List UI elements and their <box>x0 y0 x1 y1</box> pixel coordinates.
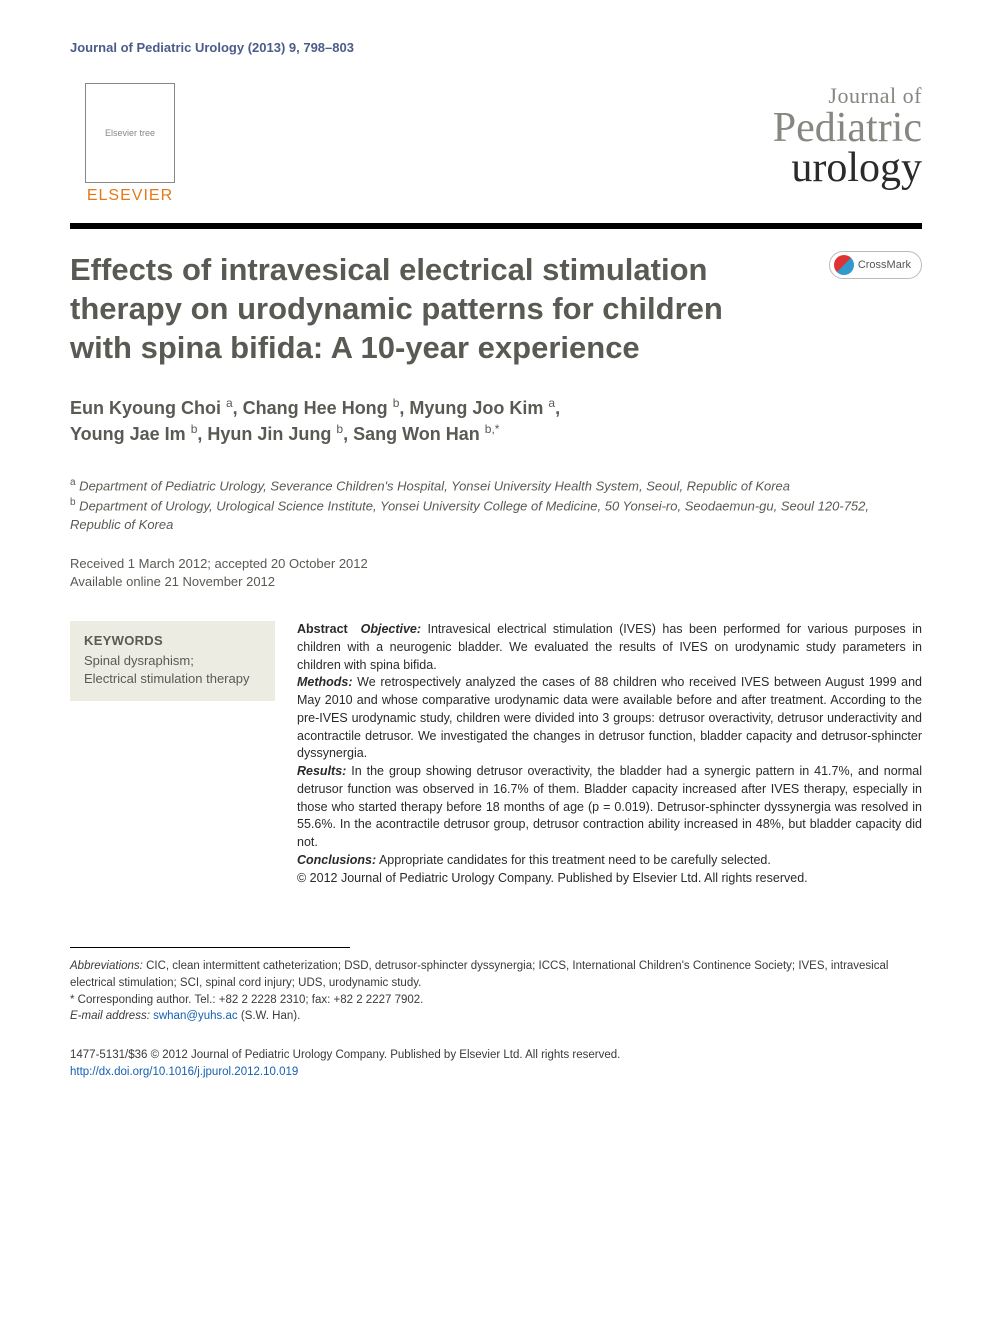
abstract-row: KEYWORDS Spinal dysraphism;Electrical st… <box>70 621 922 887</box>
publisher-logo-block: Elsevier tree ELSEVIER <box>70 83 190 205</box>
corresponding-author: * Corresponding author. Tel.: +82 2 2228… <box>70 992 922 1009</box>
horizontal-rule <box>70 223 922 229</box>
abbreviations-line: Abbreviations: CIC, clean intermittent c… <box>70 958 922 991</box>
keywords-body: Spinal dysraphism;Electrical stimulation… <box>84 652 261 688</box>
abstract: Abstract Objective: Intravesical electri… <box>297 621 922 887</box>
abbreviations-body: CIC, clean intermittent catheterization;… <box>70 960 888 989</box>
abbreviations-label: Abbreviations: <box>70 960 143 972</box>
author-list: Eun Kyoung Choi a, Chang Hee Hong b, Myu… <box>70 395 922 447</box>
publisher-name: ELSEVIER <box>87 187 173 205</box>
affiliations: a Department of Pediatric Urology, Sever… <box>70 476 922 535</box>
crossmark-badge[interactable]: CrossMark <box>829 251 922 279</box>
article-dates: Received 1 March 2012; accepted 20 Octob… <box>70 555 922 591</box>
email-line: E-mail address: swhan@yuhs.ac (S.W. Han)… <box>70 1008 922 1025</box>
keywords-heading: KEYWORDS <box>84 633 261 648</box>
copyright-block: 1477-5131/$36 © 2012 Journal of Pediatri… <box>70 1047 922 1080</box>
email-owner: (S.W. Han). <box>241 1010 300 1022</box>
article-title: Effects of intravesical electrical stimu… <box>70 251 770 367</box>
journal-logo-line2: Pediatric <box>773 109 922 149</box>
title-row: Effects of intravesical electrical stimu… <box>70 251 922 367</box>
footnotes: Abbreviations: CIC, clean intermittent c… <box>70 958 922 1025</box>
crossmark-label: CrossMark <box>858 259 911 271</box>
keywords-box: KEYWORDS Spinal dysraphism;Electrical st… <box>70 621 275 700</box>
running-head: Journal of Pediatric Urology (2013) 9, 7… <box>70 40 922 55</box>
footnote-rule <box>70 947 350 958</box>
doi-link[interactable]: http://dx.doi.org/10.1016/j.jpurol.2012.… <box>70 1066 298 1078</box>
email-link[interactable]: swhan@yuhs.ac <box>153 1010 238 1022</box>
received-accepted-date: Received 1 March 2012; accepted 20 Octob… <box>70 555 922 573</box>
elsevier-tree-icon: Elsevier tree <box>85 83 175 183</box>
online-date: Available online 21 November 2012 <box>70 573 922 591</box>
header-row: Elsevier tree ELSEVIER Journal of Pediat… <box>70 83 922 205</box>
copyright-text: 1477-5131/$36 © 2012 Journal of Pediatri… <box>70 1047 922 1064</box>
journal-logo-line3: urology <box>773 149 922 189</box>
crossmark-icon <box>834 255 854 275</box>
journal-logo: Journal of Pediatric urology <box>773 83 922 189</box>
email-label: E-mail address: <box>70 1010 150 1022</box>
